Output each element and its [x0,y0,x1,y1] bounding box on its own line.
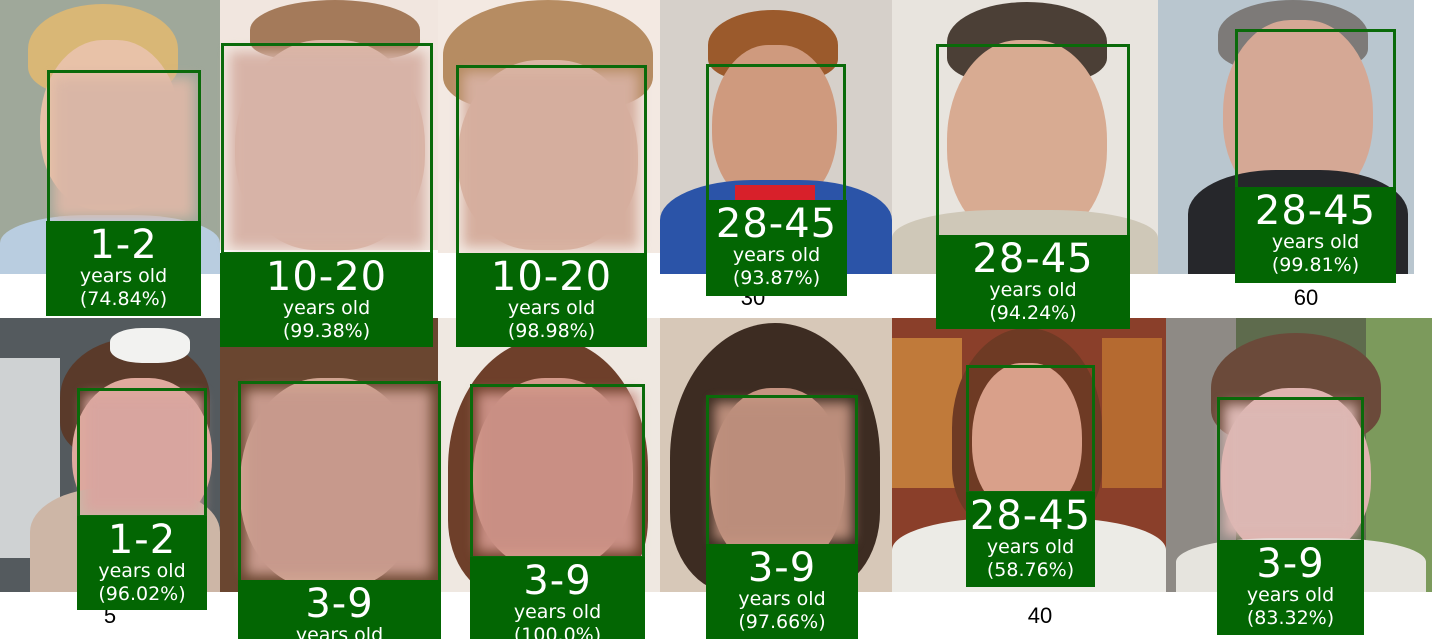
blurred-face-10 [714,402,852,540]
face-box-4 [706,64,846,204]
age-unit: years old [986,536,1075,558]
face-box-9 [470,384,645,559]
age-range: 3-9 [747,545,817,591]
confidence: (99.38%) [282,320,371,342]
face-box-7 [77,388,207,518]
blurred-face-3 [463,72,638,247]
photo-11 [892,318,1166,592]
confidence: (74.84%) [79,288,168,310]
blurred-face-12 [1224,404,1356,536]
age-range: 3-9 [305,581,374,627]
confidence: (83.32%) [1246,607,1335,629]
blurred-face-9 [477,392,637,552]
age-label-12: 3-9 years old (83.32%) [1217,540,1364,635]
age-label-4: 28-45 years old (93.87%) [706,200,847,296]
age-unit: years old [513,601,602,623]
age-unit: years old [79,265,168,287]
age-unit: years old [738,588,826,610]
age-label-10: 3-9 years old (97.66%) [706,544,858,639]
age-unit: years old [98,560,186,582]
age-label-7: 1-2 years old (96.02%) [77,516,207,610]
blurred-face-8 [246,390,431,575]
face-box-2 [221,43,433,255]
age-range: 28-45 [972,236,1094,282]
age-label-11: 28-45 years old (58.76%) [966,492,1095,587]
confidence: (98.98%) [507,320,596,342]
blurred-face-7 [84,395,202,513]
age-range: 10-20 [490,254,613,300]
age-range: 3-9 [1256,541,1325,587]
confidence: (58.76%) [986,559,1075,581]
age-range: 1-2 [107,517,177,563]
caption-age-40: 40 [1027,603,1053,628]
face-box-5 [936,44,1130,238]
age-label-2: 10-20 years old (99.38%) [220,253,433,347]
age-range: 10-20 [265,254,388,300]
age-unit: years old [1271,231,1360,253]
age-label-6: 28-45 years old (99.81%) [1235,187,1396,283]
face-box-1 [47,70,201,228]
confidence: (97.66%) [738,611,826,633]
confidence: (100.0%) [513,624,602,639]
confidence: (93.87%) [732,267,821,289]
age-label-8: 3-9 years old [238,580,441,639]
blurred-face-1 [54,78,194,218]
face-box-3 [456,65,647,256]
age-unit: years old [507,297,596,319]
caption-age-60: 60 [1293,285,1319,310]
blurred-face-2 [230,52,425,247]
face-box-10 [706,395,858,547]
age-unit: years old [1246,584,1335,606]
age-range: 3-9 [523,558,592,604]
age-range: 1-2 [89,222,158,268]
age-range: 28-45 [969,493,1092,539]
age-unit: years old [732,244,821,266]
face-box-11 [966,365,1095,494]
confidence: (94.24%) [989,302,1077,324]
age-label-1: 1-2 years old (74.84%) [46,221,201,316]
age-unit: years old [295,624,384,639]
age-label-9: 3-9 years old (100.0%) [470,557,645,639]
face-box-8 [238,381,441,584]
age-range: 28-45 [1254,188,1377,234]
age-label-5: 28-45 years old (94.24%) [936,235,1130,329]
face-box-6 [1235,29,1396,190]
confidence: (99.81%) [1271,254,1360,276]
age-range: 28-45 [715,201,838,247]
age-unit: years old [989,279,1077,301]
confidence: (96.02%) [98,583,186,605]
age-label-3: 10-20 years old (98.98%) [456,253,647,347]
face-box-12 [1217,397,1364,544]
age-unit: years old [282,297,371,319]
